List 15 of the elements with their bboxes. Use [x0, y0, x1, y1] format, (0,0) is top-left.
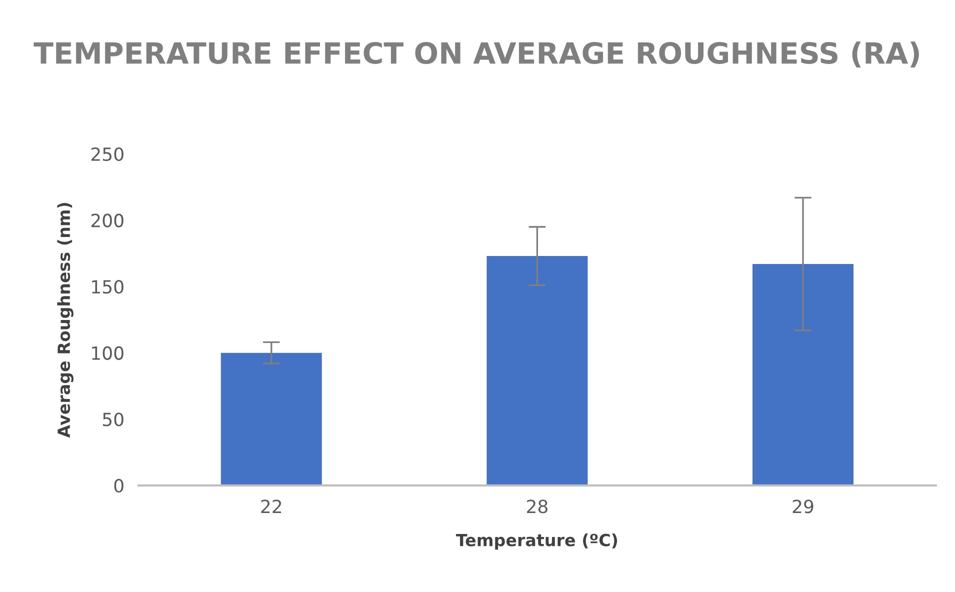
y-tick-label: 200: [91, 214, 124, 228]
x-tick-label: 22: [261, 500, 282, 514]
x-axis-title: Temperature (ºC): [456, 533, 618, 550]
bar: [220, 352, 322, 486]
bar: [752, 264, 854, 486]
y-tick-label: 50: [103, 412, 124, 426]
x-tick-label: 29: [792, 500, 814, 514]
y-tick-label: 100: [92, 346, 124, 360]
y-axis-title: Average Roughness (nm): [57, 203, 74, 438]
x-tick-label: 28: [527, 500, 548, 514]
chart-title: TEMPERATURE EFFECT ON AVERAGE ROUGHNESS (RA): [34, 41, 919, 68]
y-tick-label: 250: [91, 147, 124, 162]
y-tick-label: 0: [114, 478, 124, 493]
y-tick-label: 150: [92, 280, 124, 294]
bar: [486, 256, 588, 486]
